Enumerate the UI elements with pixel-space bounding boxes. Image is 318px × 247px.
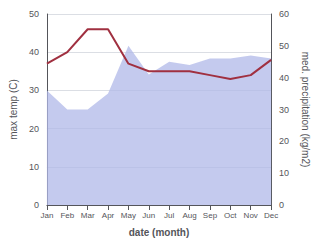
svg-text:date (month): date (month)	[129, 227, 190, 238]
svg-text:Feb: Feb	[60, 211, 74, 220]
svg-text:30: 30	[279, 105, 289, 115]
svg-text:50: 50	[279, 41, 289, 51]
svg-text:50: 50	[29, 9, 39, 19]
svg-text:60: 60	[279, 9, 289, 19]
svg-text:20: 20	[279, 136, 289, 146]
svg-text:Sep: Sep	[203, 211, 218, 220]
svg-text:20: 20	[29, 124, 39, 134]
svg-text:Aug: Aug	[182, 211, 196, 220]
svg-text:Jan: Jan	[40, 211, 53, 220]
svg-text:0: 0	[279, 200, 284, 210]
svg-text:40: 40	[279, 73, 289, 83]
svg-text:med. precipitation (kg/m2): med. precipitation (kg/m2)	[300, 52, 311, 168]
svg-text:Apr: Apr	[102, 211, 115, 220]
svg-text:Mar: Mar	[81, 211, 95, 220]
svg-text:Dec: Dec	[264, 211, 278, 220]
svg-text:Jun: Jun	[142, 211, 155, 220]
svg-text:max temp (C): max temp (C)	[8, 79, 19, 140]
svg-text:Oct: Oct	[224, 211, 237, 220]
svg-text:10: 10	[279, 168, 289, 178]
svg-text:30: 30	[29, 85, 39, 95]
svg-text:Nov: Nov	[244, 211, 258, 220]
svg-text:0: 0	[34, 200, 39, 210]
svg-text:40: 40	[29, 47, 39, 57]
svg-text:Jul: Jul	[164, 211, 174, 220]
svg-text:10: 10	[29, 162, 39, 172]
svg-text:May: May	[121, 211, 136, 220]
